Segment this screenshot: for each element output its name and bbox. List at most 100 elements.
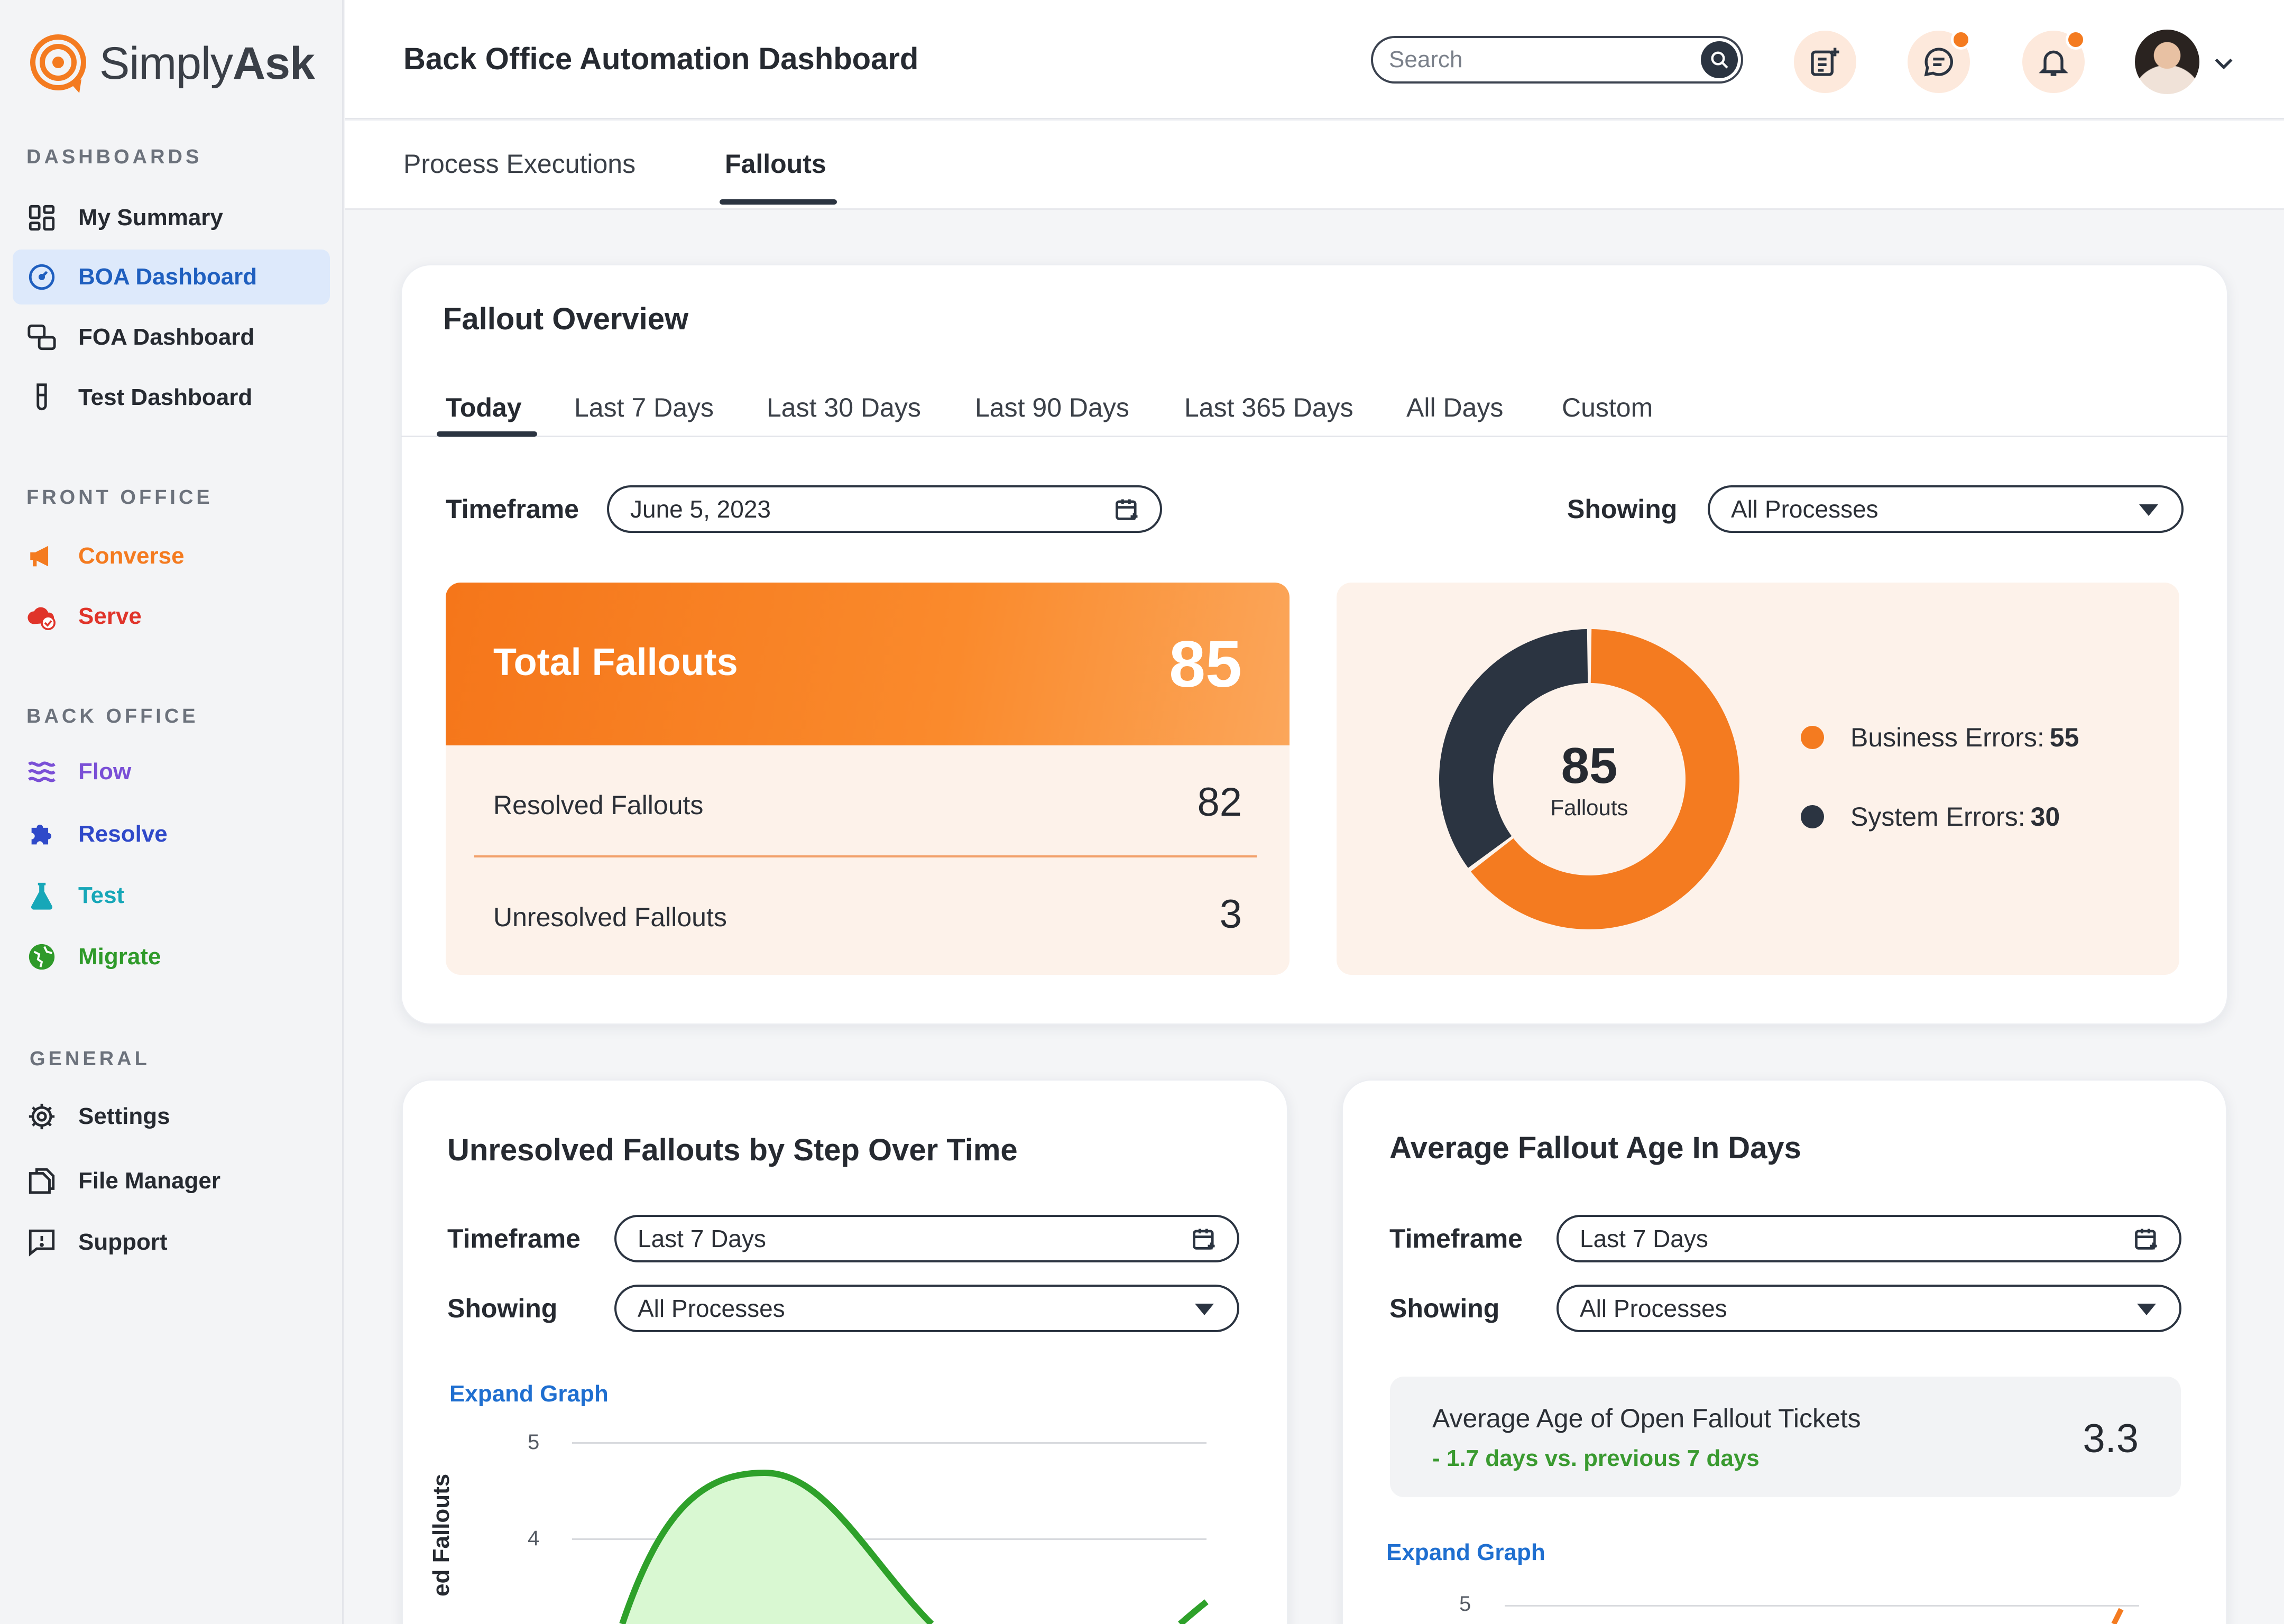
tab-process-executions[interactable]: Process Executions [403, 149, 636, 179]
legend-value: 55 [2049, 723, 2079, 752]
sidebar-item-test[interactable]: Test [13, 868, 330, 923]
legend-label: Business Errors: [1850, 723, 2044, 752]
timeframe-date-picker[interactable]: Last 7 Days [614, 1215, 1239, 1262]
sidebar-item-label: My Summary [78, 205, 223, 230]
gauge-icon [29, 264, 55, 290]
legend-business-errors: Business Errors: 55 [1801, 722, 2079, 753]
y-tick-label: 5 [1459, 1592, 1471, 1616]
cloud-check-icon [27, 607, 56, 630]
donut-slice-business-errors [1470, 629, 1739, 929]
search-box[interactable] [1371, 36, 1743, 84]
simplyask-logo-icon [30, 34, 86, 93]
sidebar: SimplyAsk DASHBOARDS My Summary BOA Dash… [0, 0, 344, 1624]
notifications-button[interactable] [2022, 30, 2086, 93]
avg-age-delta: - 1.7 days vs. previous 7 days [1432, 1445, 1760, 1471]
legend-swatch [1801, 726, 1824, 749]
showing-label: Showing [1389, 1294, 1500, 1323]
tab-fallouts[interactable]: Fallouts [725, 149, 826, 179]
fallout-overview-title: Fallout Overview [443, 302, 689, 336]
range-tab-custom[interactable]: Custom [1562, 393, 1653, 422]
grid-icon [29, 205, 55, 231]
sidebar-item-converse[interactable]: Converse [13, 529, 330, 584]
gridline [572, 1538, 1207, 1540]
chat-link-icon [27, 324, 56, 350]
sidebar-item-serve[interactable]: Serve [13, 589, 330, 644]
range-tab-last-30-days[interactable]: Last 30 Days [767, 393, 921, 422]
active-range-indicator [437, 431, 537, 437]
legend-value: 30 [2030, 802, 2060, 832]
timeframe-label: Timeframe [1389, 1224, 1523, 1253]
brand-logo[interactable]: SimplyAsk [26, 32, 315, 95]
range-tab-last-90-days[interactable]: Last 90 Days [975, 393, 1129, 422]
legend-label: System Errors: [1850, 802, 2025, 832]
process-select[interactable]: All Processes [614, 1285, 1239, 1332]
legend-system-errors: System Errors: 30 [1801, 801, 2060, 832]
support-icon [29, 1229, 55, 1257]
range-tab-last-7-days[interactable]: Last 7 Days [574, 393, 714, 422]
globe-icon [29, 944, 55, 970]
message-icon [1924, 48, 1953, 77]
unresolved-by-step-title: Unresolved Fallouts by Step Over Time [447, 1133, 1018, 1167]
timeframe-date-picker[interactable]: Last 7 Days [1557, 1215, 2181, 1262]
breakdown-divider [474, 855, 1257, 857]
unread-dot [2066, 30, 2086, 50]
section-general: GENERAL [30, 1048, 150, 1070]
calendar-add-icon [2135, 1229, 2157, 1250]
avg-fallout-age-card [1342, 1079, 2227, 1624]
sidebar-item-label: Support [78, 1229, 168, 1255]
messages-button[interactable] [1908, 30, 1971, 93]
process-select-value: All Processes [1731, 495, 1878, 523]
expand-graph-link[interactable]: Expand Graph [449, 1381, 609, 1407]
bell-icon [2039, 50, 2068, 76]
sidebar-item-flow[interactable]: Flow [13, 744, 330, 799]
sidebar-item-label: Test Dashboard [78, 384, 253, 410]
sidebar-item-label: Migrate [78, 944, 161, 970]
timeframe-date-picker[interactable]: June 5, 2023 [607, 485, 1162, 533]
donut-center-value: 85 [1561, 737, 1618, 794]
notes-button[interactable] [1794, 31, 1856, 93]
avg-age-trend-line [2111, 1608, 2124, 1624]
fallout-donut-chart [1439, 629, 1739, 929]
sidebar-item-file-manager[interactable]: File Manager [13, 1154, 330, 1208]
sidebar-item-resolve[interactable]: Resolve [13, 807, 330, 862]
sidebar-item-test-dashboard[interactable]: Test Dashboard [13, 370, 330, 425]
trend-area [622, 1473, 932, 1624]
avatar[interactable] [2135, 30, 2199, 94]
total-fallouts-value: 85 [1169, 628, 1242, 701]
sidebar-item-foa-dashboard[interactable]: FOA Dashboard [13, 310, 330, 365]
sidebar-item-label: BOA Dashboard [78, 264, 257, 290]
sidebar-item-settings[interactable]: Settings [13, 1089, 330, 1144]
chevron-down-icon[interactable] [2211, 50, 2237, 76]
range-tab-last-365-days[interactable]: Last 365 Days [1184, 393, 1353, 422]
sidebar-item-migrate[interactable]: Migrate [13, 929, 330, 984]
sidebar-item-my-summary[interactable]: My Summary [13, 190, 330, 245]
caret-down-icon [2139, 504, 2158, 516]
calendar-add-icon [1116, 499, 1138, 520]
avg-fallout-age-title: Average Fallout Age In Days [1389, 1131, 1801, 1165]
sidebar-item-label: Flow [78, 759, 132, 785]
puzzle-icon [31, 824, 52, 845]
sidebar-item-label: Test [78, 882, 125, 908]
sidebar-item-label: File Manager [78, 1168, 220, 1194]
showing-label: Showing [1567, 494, 1678, 524]
avg-age-title: Average Age of Open Fallout Tickets [1432, 1404, 1861, 1433]
timeframe-label: Timeframe [447, 1224, 581, 1253]
active-tab-indicator [720, 199, 837, 205]
process-select[interactable]: All Processes [1708, 485, 2184, 533]
section-dashboards: DASHBOARDS [26, 146, 202, 168]
sidebar-item-boa-dashboard[interactable]: BOA Dashboard [13, 250, 330, 304]
y-axis-label: ed Fallouts [428, 1473, 454, 1597]
flask-icon [31, 882, 53, 910]
range-tab-today[interactable]: Today [446, 393, 522, 422]
sidebar-item-support[interactable]: Support [13, 1215, 330, 1270]
process-select[interactable]: All Processes [1557, 1285, 2181, 1332]
legend-swatch [1801, 805, 1824, 828]
range-tab-all-days[interactable]: All Days [1406, 393, 1504, 422]
page-title: Back Office Automation Dashboard [403, 42, 919, 76]
sidebar-item-label: Converse [78, 543, 185, 569]
timeframe-value: Last 7 Days [638, 1225, 766, 1252]
search-input[interactable] [1389, 43, 1685, 76]
search-button[interactable] [1701, 41, 1738, 78]
expand-graph-link[interactable]: Expand Graph [1386, 1539, 1545, 1565]
gear-icon [29, 1103, 55, 1130]
